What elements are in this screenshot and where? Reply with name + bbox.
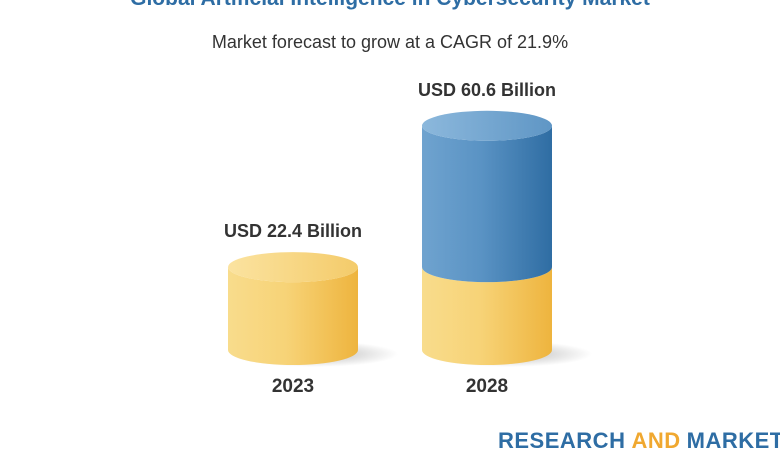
chart-subtitle: Market forecast to grow at a CAGR of 21.… — [211, 32, 569, 52]
bar-2023-base — [228, 267, 358, 365]
x-tick-label-2023: 2023 — [272, 376, 314, 397]
bar-2028-top — [422, 110, 552, 141]
research-and-markets-logo: RESEARCHANDMARKETS — [498, 428, 780, 453]
bar-2028-growth — [422, 125, 552, 283]
bar-2023-top — [228, 252, 358, 283]
x-tick-label-2028: 2028 — [466, 376, 508, 397]
data-label-2028: USD 60.6 Billion — [418, 80, 556, 100]
chart-title: Global Artificial Intelligence in Cybers… — [0, 0, 780, 11]
bar-2028-base — [422, 267, 552, 365]
cylinder-chart: USD 22.4 Billion 2023 USD 60.6 Billion 2028 — [224, 80, 592, 397]
data-label-2023: USD 22.4 Billion — [224, 221, 362, 241]
